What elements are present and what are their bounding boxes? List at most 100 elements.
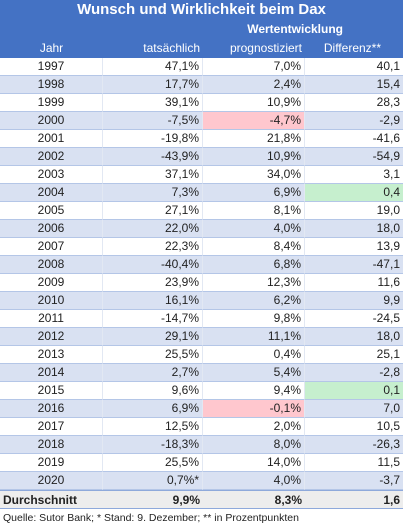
table-cell: 4,0% [203, 472, 305, 490]
table-cell: 14,0% [203, 454, 305, 472]
table-cell: -54,9 [305, 148, 403, 166]
table-cell: -2,8 [305, 364, 403, 382]
table-cell: 25,5% [103, 454, 203, 472]
table-cell: 23,9% [103, 274, 203, 292]
table-cell: 1999 [0, 94, 103, 112]
table-cell: 2001 [0, 130, 103, 148]
table-cell: 25,5% [103, 346, 203, 364]
table-cell: 7,0 [305, 400, 403, 418]
table-cell: 2012 [0, 328, 103, 346]
table-cell: 2018 [0, 436, 103, 454]
average-cell: 8,3% [203, 490, 305, 509]
table-cell: 8,4% [203, 238, 305, 256]
table-cell: 37,1% [103, 166, 203, 184]
table-cell: 19,0 [305, 202, 403, 220]
table-cell: 0,1 [305, 382, 403, 400]
table-cell: -26,3 [305, 436, 403, 454]
table-cell: 2007 [0, 238, 103, 256]
table-cell: 10,9% [203, 148, 305, 166]
column-header: Jahr [39, 41, 64, 55]
table-cell: 5,4% [203, 364, 305, 382]
column-header: Differenz** [323, 41, 381, 55]
table-cell: 8,0% [203, 436, 305, 454]
table-cell: 0,7%* [103, 472, 203, 490]
table-cell: -24,5 [305, 310, 403, 328]
table-cell: 2014 [0, 364, 103, 382]
table-cell: 11,6 [305, 274, 403, 292]
table-cell: 11,1% [203, 328, 305, 346]
table-cell: 47,1% [103, 58, 203, 76]
column-header: prognostiziert [229, 41, 302, 55]
table-cell: 9,6% [103, 382, 203, 400]
footer: Quelle: Sutor Bank; * Stand: 9. Dezember… [3, 512, 299, 524]
table-cell: 34,0% [203, 166, 305, 184]
group-header: Wertentwicklung [247, 22, 343, 36]
table-cell: 4,0% [203, 220, 305, 238]
table-cell: 13,9 [305, 238, 403, 256]
table-cell: 2015 [0, 382, 103, 400]
table-cell: 1997 [0, 58, 103, 76]
table-cell: 22,3% [103, 238, 203, 256]
table-cell: 12,3% [203, 274, 305, 292]
average-cell: 1,6 [305, 490, 403, 509]
table-cell: -47,1 [305, 256, 403, 274]
table-cell: 0,4 [305, 184, 403, 202]
table-cell: 2011 [0, 310, 103, 328]
table-cell: 29,1% [103, 328, 203, 346]
table-cell: 39,1% [103, 94, 203, 112]
table-cell: 18,0 [305, 328, 403, 346]
table-cell: 2013 [0, 346, 103, 364]
table-cell: 2008 [0, 256, 103, 274]
table-cell: 6,2% [203, 292, 305, 310]
table-cell: 21,8% [203, 130, 305, 148]
table-cell: -18,3% [103, 436, 203, 454]
table-cell: 2019 [0, 454, 103, 472]
table-cell: -40,4% [103, 256, 203, 274]
table-cell: -0,1% [203, 400, 305, 418]
table-cell: 2,7% [103, 364, 203, 382]
table-cell: 28,3 [305, 94, 403, 112]
table-cell: 10,9% [203, 94, 305, 112]
table-cell: 15,4 [305, 76, 403, 94]
table-cell: 2017 [0, 418, 103, 436]
table-cell: 2,4% [203, 76, 305, 94]
average-cell: 9,9% [103, 490, 203, 509]
table-cell: 2002 [0, 148, 103, 166]
table-cell: 22,0% [103, 220, 203, 238]
table-cell: 1998 [0, 76, 103, 94]
table-cell: 7,0% [203, 58, 305, 76]
table-cell: 2009 [0, 274, 103, 292]
table-cell: -4,7% [203, 112, 305, 130]
table-cell: -2,9 [305, 112, 403, 130]
table-cell: 11,5 [305, 454, 403, 472]
table-cell: 2020 [0, 472, 103, 490]
table-cell: 18,0 [305, 220, 403, 238]
table-cell: -19,8% [103, 130, 203, 148]
table-cell: -3,7 [305, 472, 403, 490]
table-cell: -7,5% [103, 112, 203, 130]
table-cell: 40,1 [305, 58, 403, 76]
table-cell: -43,9% [103, 148, 203, 166]
table-cell: 9,8% [203, 310, 305, 328]
table-cell: 9,4% [203, 382, 305, 400]
table-cell: 16,1% [103, 292, 203, 310]
table-cell: 2005 [0, 202, 103, 220]
table-cell: 2006 [0, 220, 103, 238]
table-cell: 27,1% [103, 202, 203, 220]
table-cell: 2,0% [203, 418, 305, 436]
table-cell: 2000 [0, 112, 103, 130]
table-cell: 25,1 [305, 346, 403, 364]
header-band [0, 20, 403, 58]
table-cell: 2003 [0, 166, 103, 184]
table-cell: 2004 [0, 184, 103, 202]
table-cell: 7,3% [103, 184, 203, 202]
table-cell: 6,8% [203, 256, 305, 274]
table-cell: 10,5 [305, 418, 403, 436]
table-cell: 17,7% [103, 76, 203, 94]
table-cell: 0,4% [203, 346, 305, 364]
title: Wunsch und Wirklichkeit beim Dax [0, 0, 403, 20]
table-cell: -14,7% [103, 310, 203, 328]
table-cell: -41,6 [305, 130, 403, 148]
table-cell: 3,1 [305, 166, 403, 184]
